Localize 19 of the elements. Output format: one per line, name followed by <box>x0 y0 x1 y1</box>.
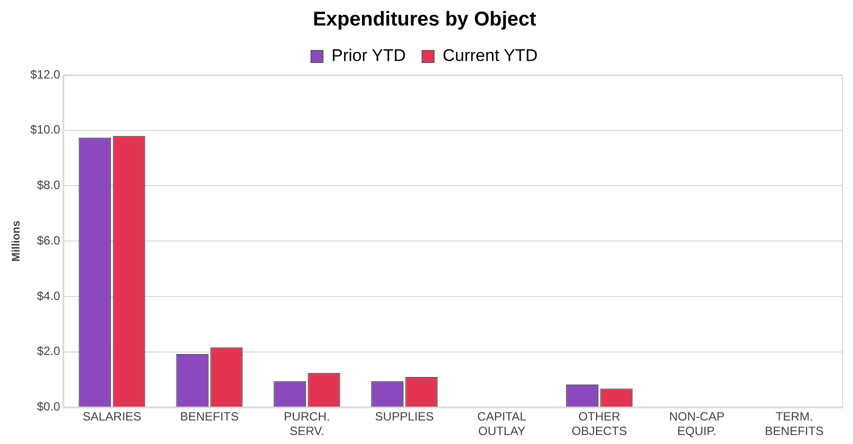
x-tick-label: BENEFITS <box>180 410 239 424</box>
x-tick-label: OTHER OBJECTS <box>572 410 627 438</box>
y-tick-label: $0.0 <box>36 400 61 414</box>
y-tick-label: $6.0 <box>36 233 61 248</box>
legend-label: Prior YTD <box>331 46 406 66</box>
y-tick-label: $12.0 <box>30 67 61 82</box>
x-tick-label: CAPITAL OUTLAY <box>477 410 527 438</box>
y-tick-label: $4.0 <box>36 288 61 303</box>
y-axis-title: Millions <box>10 220 23 262</box>
x-tick-label: NON-CAP EQUIP. <box>669 410 724 438</box>
x-tick-label: SUPPLIES <box>375 410 434 424</box>
x-tick-label: SALARIES <box>82 410 142 424</box>
legend-label: Current YTD <box>442 46 538 66</box>
x-tick-label: TERM. BENEFITS <box>764 410 824 438</box>
y-tick-label: $10.0 <box>30 122 61 137</box>
x-tick-label: PURCH. SERV. <box>284 410 330 438</box>
chart-title: Expenditures by Object <box>312 8 537 31</box>
y-tick-label: $2.0 <box>36 344 61 358</box>
y-tick-label: $8.0 <box>36 178 61 192</box>
